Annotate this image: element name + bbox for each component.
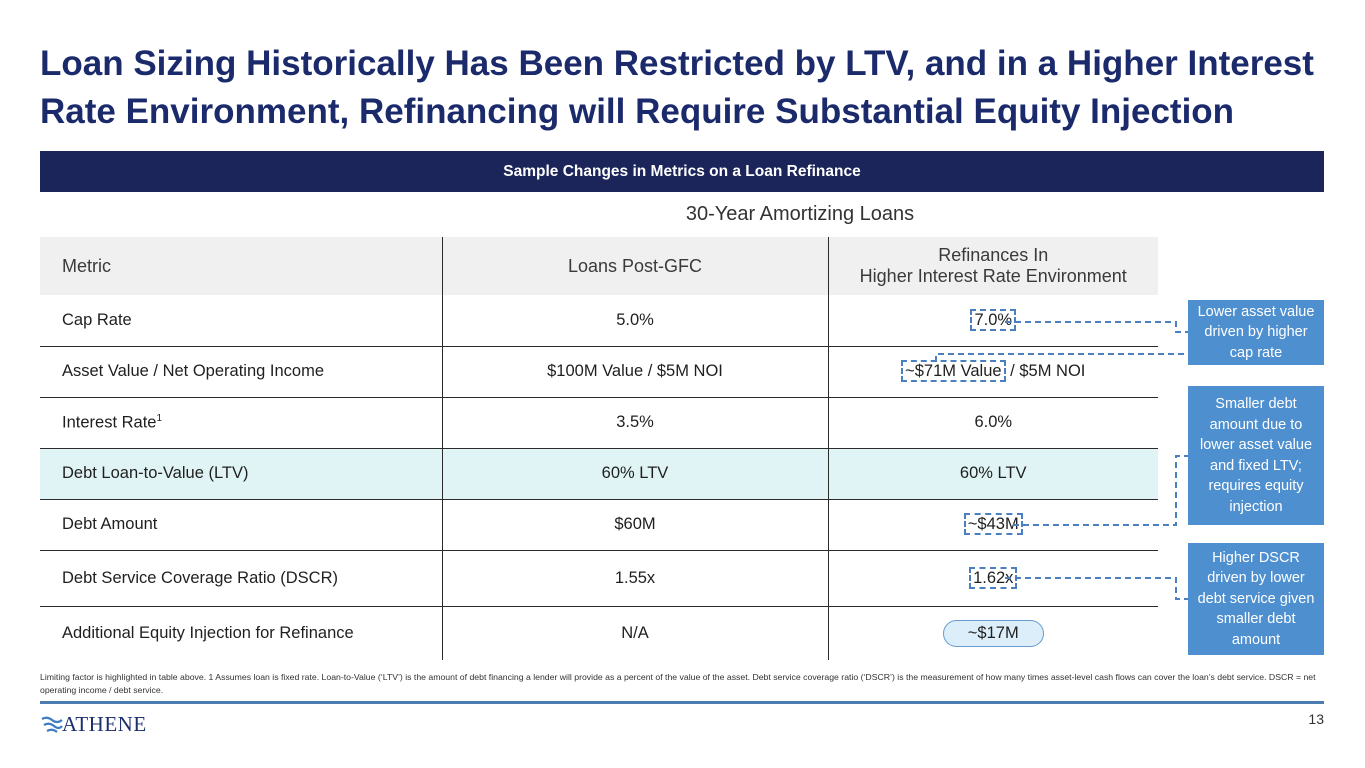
header-refinance-line2: Higher Interest Rate Environment xyxy=(859,266,1127,286)
refi-cell: ~$43M xyxy=(827,499,1158,551)
metrics-table: Metric Loans Post-GFC Refinances In High… xyxy=(40,237,1158,660)
table-row: Additional Equity Injection for Refinanc… xyxy=(40,606,1158,660)
refi-cell: 1.62x xyxy=(827,550,1158,607)
post-gfc-cell: 3.5% xyxy=(441,397,828,449)
slide-title: Loan Sizing Historically Has Been Restri… xyxy=(40,44,1314,131)
metric-cell: Debt Loan-to-Value (LTV) xyxy=(40,448,442,500)
refi-cell: 7.0% xyxy=(827,295,1158,347)
post-gfc-cell: $100M Value / $5M NOI xyxy=(441,346,828,398)
table-row: Asset Value / Net Operating Income $100M… xyxy=(40,346,1158,398)
table-row: Debt Service Coverage Ratio (DSCR) 1.55x… xyxy=(40,550,1158,607)
post-gfc-cell: 5.0% xyxy=(441,295,828,347)
athene-logo: ATHENE xyxy=(41,712,147,736)
table-row-highlighted: Debt Loan-to-Value (LTV) 60% LTV 60% LTV xyxy=(40,448,1158,500)
refi-cell: ~$17M xyxy=(827,606,1158,660)
table-row: Interest Rate1 3.5% 6.0% xyxy=(40,397,1158,449)
post-gfc-cell: 60% LTV xyxy=(441,448,828,500)
header-metric: Metric xyxy=(40,237,442,295)
header-post-gfc: Loans Post-GFC xyxy=(441,237,828,295)
noi-text: / $5M NOI xyxy=(1005,362,1086,380)
cap-rate-highlight: 7.0% xyxy=(970,308,1017,331)
footer-rule xyxy=(40,701,1324,704)
header-refinance-line1: Refinances In xyxy=(938,245,1049,265)
refi-cell: ~$71M Value / $5M NOI xyxy=(827,346,1158,398)
refi-cell: 60% LTV xyxy=(827,448,1158,500)
header-refinance: Refinances In Higher Interest Rate Envir… xyxy=(827,237,1158,295)
metric-cell: Debt Amount xyxy=(40,499,442,551)
footnote: Limiting factor is highlighted in table … xyxy=(40,672,1316,695)
post-gfc-cell: 1.55x xyxy=(441,550,828,607)
refi-cell: 6.0% xyxy=(827,397,1158,449)
table-row: Cap Rate 5.0% 7.0% xyxy=(40,295,1158,347)
table-row: Debt Amount $60M ~$43M xyxy=(40,499,1158,551)
metric-label: Interest Rate xyxy=(62,413,157,432)
logo-wordmark: ATHENE xyxy=(62,711,147,736)
banner-label: Sample Changes in Metrics on a Loan Refi… xyxy=(503,162,861,180)
callout-cap-rate: Lower asset value driven by higher cap r… xyxy=(1188,300,1324,365)
metric-cell: Asset Value / Net Operating Income xyxy=(40,346,442,398)
metric-cell: Debt Service Coverage Ratio (DSCR) xyxy=(40,550,442,607)
post-gfc-cell: $60M xyxy=(441,499,828,551)
metric-cell: Additional Equity Injection for Refinanc… xyxy=(62,623,354,642)
page-number: 13 xyxy=(1308,711,1324,727)
callout-debt-amount: Smaller debt amount due to lower asset v… xyxy=(1188,386,1324,525)
equity-injection-highlight: ~$17M xyxy=(942,619,1044,647)
debt-amount-highlight: ~$43M xyxy=(963,513,1023,535)
post-gfc-cell: N/A xyxy=(441,606,828,660)
table-subheading: 30-Year Amortizing Loans xyxy=(685,203,915,225)
section-banner: Sample Changes in Metrics on a Loan Refi… xyxy=(40,151,1324,192)
footnote-marker: 1 xyxy=(156,412,163,424)
athene-wave-icon xyxy=(41,716,63,733)
table-header-row: Metric Loans Post-GFC Refinances In High… xyxy=(40,237,1158,295)
asset-value-highlight: ~$71M Value xyxy=(901,360,1006,382)
callout-dscr: Higher DSCR driven by lower debt service… xyxy=(1188,543,1324,655)
dscr-highlight: 1.62x xyxy=(969,566,1018,589)
metric-cell: Interest Rate1 xyxy=(40,397,442,449)
metric-cell: Cap Rate xyxy=(40,295,442,347)
